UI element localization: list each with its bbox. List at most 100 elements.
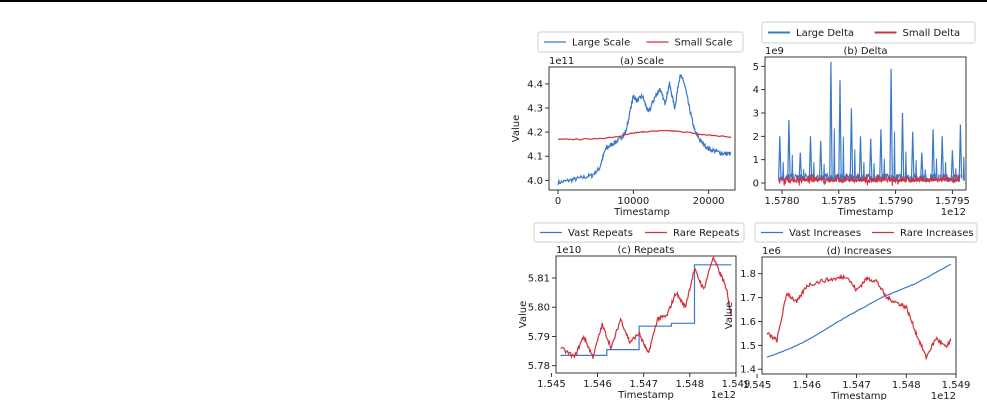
panel-repeats: 1.545 1.546 1.547 1.548 1.549 5.78 5.79 5.80 5.8… [518, 222, 751, 400]
x-axis-label: Timestamp [617, 390, 674, 400]
spike-large-delta [842, 136, 845, 181]
y-tick-label: 5 [753, 62, 759, 73]
spike-large-delta [833, 128, 836, 181]
spike-large-delta [858, 136, 863, 181]
spike-large-delta [808, 136, 813, 181]
y-tick-label: 4.1 [527, 152, 543, 163]
spike-large-delta [924, 169, 927, 181]
x-tick-label: 1.549 [722, 379, 751, 390]
spike-large-delta [868, 138, 873, 181]
x-tick-label: 1.549 [942, 380, 971, 391]
spike-large-delta [904, 151, 907, 181]
y-tick-label: 3 [753, 109, 759, 120]
legend-label: Vast Repeats [568, 228, 633, 239]
spike-large-delta [787, 119, 791, 181]
x-tick-label: 1.5790 [878, 196, 913, 207]
x-tick-label: 1.546 [583, 379, 612, 390]
y-tick-label: 1.6 [740, 317, 756, 328]
spike-large-delta [889, 68, 893, 181]
plot-area [557, 74, 732, 186]
spike-large-delta [950, 150, 955, 181]
spike-large-delta [823, 164, 826, 181]
y-tick-label: 4.3 [527, 104, 543, 115]
spike-large-delta [940, 136, 944, 181]
spike-large-delta [915, 159, 918, 181]
y-offset-label: 1e6 [762, 246, 781, 257]
legend-box [533, 222, 745, 243]
panel-scale: 0 10000 20000 4.0 4.1 4.2 4.3 4.4 (a) Scale Times… [511, 31, 744, 218]
y-tick-label: 1 [753, 155, 759, 166]
series-line-large-scale [557, 74, 732, 186]
y-tick-label: 1.4 [740, 365, 756, 376]
series-line-rare-increases [766, 273, 952, 361]
plot-frame [555, 255, 737, 374]
legend-label: Vast Increases [789, 228, 861, 239]
y-axis-label: Value [724, 302, 735, 329]
x-offset-label: 1e12 [931, 391, 956, 400]
spike-large-delta [838, 80, 842, 181]
x-tick-label: 1.545 [537, 379, 566, 390]
spike-large-delta [920, 152, 924, 181]
spike-large-delta [778, 136, 782, 181]
panel-delta: 1.5780 1.5785 1.5790 1.5795 0 1 2 3 4 5 (b) Delta T… [753, 21, 976, 218]
series-line-small-scale [557, 129, 732, 141]
spike-large-delta [900, 112, 905, 181]
y-tick-label: 4.0 [527, 176, 543, 187]
spike-large-delta [873, 163, 876, 181]
y-tick-label: 5.81 [528, 273, 550, 284]
y-offset-label: 1e9 [765, 46, 784, 57]
spike-large-delta [910, 131, 915, 181]
y-offset-label: 1e11 [549, 56, 574, 67]
x-tick-label: 1.545 [743, 380, 772, 391]
x-tick-label: 1.5795 [935, 196, 970, 207]
x-tick-label: 1.548 [676, 379, 705, 390]
spike-large-delta [893, 131, 896, 181]
spike-large-delta [798, 152, 803, 181]
x-tick-label: 1.547 [629, 379, 658, 390]
spike-large-delta [944, 161, 947, 181]
panel-title: (a) Scale [620, 56, 664, 67]
spike-large-delta [791, 154, 794, 181]
y-axis-label: Value [511, 115, 522, 142]
spike-large-delta [883, 158, 886, 181]
series-line-vast-increases [766, 263, 952, 358]
series-line-small-delta [778, 173, 961, 186]
x-axis-label: Timestamp [837, 207, 894, 218]
legend-label: Large Delta [796, 28, 854, 39]
spike-large-delta [958, 124, 963, 181]
x-tick-label: 1.547 [842, 380, 871, 391]
x-tick-label: 10000 [617, 196, 649, 207]
legend-box [754, 222, 978, 243]
spike-large-delta [879, 129, 883, 181]
legend-label: Rare Repeats [673, 228, 740, 239]
x-axis-label: Timestamp [613, 207, 670, 218]
panel-title: (b) Delta [843, 46, 887, 57]
x-offset-label: 1e12 [941, 207, 966, 218]
panel-title: (c) Repeats [618, 245, 675, 256]
y-tick-label: 5.78 [528, 361, 550, 372]
y-offset-label: 1e10 [556, 245, 581, 256]
x-tick-label: 0 [555, 196, 561, 207]
spike-large-delta [812, 161, 815, 181]
spike-large-delta [853, 149, 856, 181]
spike-large-delta [818, 140, 823, 181]
series-line-rare-repeats [560, 256, 732, 359]
y-tick-label: 5.79 [528, 332, 550, 343]
legend-box [761, 21, 976, 44]
legend-label: Small Delta [903, 28, 961, 39]
legend-label: Small Scale [675, 38, 733, 49]
legend-label: Rare Increases [900, 228, 974, 239]
x-tick-label: 20000 [693, 196, 725, 207]
panel-title: (d) Increases [827, 246, 892, 257]
plot-frame [548, 66, 736, 191]
plot-frame [761, 256, 957, 375]
x-offset-label: 1e12 [711, 390, 736, 400]
plot-area [766, 263, 952, 361]
plot-frame [764, 56, 967, 191]
y-tick-label: 2 [753, 132, 759, 143]
spike-large-delta [862, 161, 865, 181]
y-tick-label: 0 [753, 179, 759, 190]
top-border [0, 0, 987, 2]
y-tick-label: 5.80 [528, 303, 550, 314]
spike-large-delta [954, 168, 957, 181]
